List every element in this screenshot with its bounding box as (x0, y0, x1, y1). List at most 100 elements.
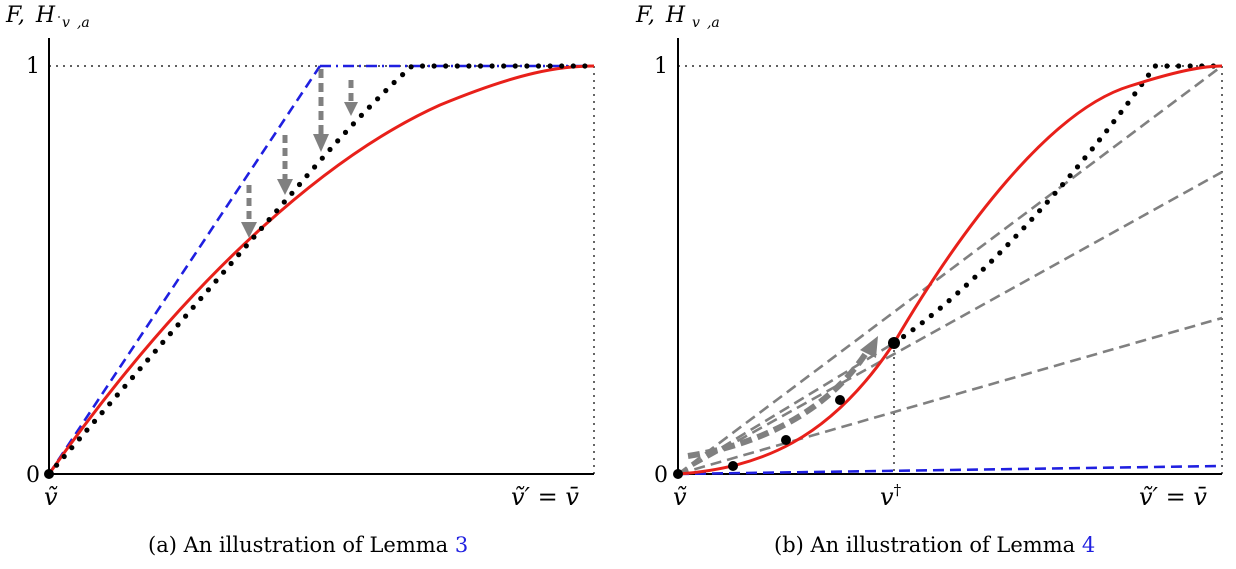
curve-dot (1176, 63, 1182, 69)
curve-dot (419, 63, 426, 69)
curve-dot (901, 333, 907, 340)
curve-dot (84, 427, 90, 433)
curve-dot (501, 63, 507, 69)
curve-dot (69, 445, 75, 451)
panel-b: F, H v ,a 1 0 (635, 3, 1223, 557)
curve-dot (980, 266, 986, 272)
curve-dot (1118, 109, 1124, 115)
curve-dot (1152, 63, 1158, 69)
curve-points-b (673, 337, 900, 479)
panel-a: F, H v ,a 1 0 (5, 3, 595, 557)
curve-dot (512, 63, 518, 69)
curve-dot (1021, 225, 1027, 231)
curve-dot (289, 190, 295, 196)
curve-dot (477, 63, 484, 69)
curve-dot (205, 287, 211, 293)
curve-dot (137, 366, 143, 372)
curve-dot (1187, 63, 1193, 69)
tick-zero-b: 0 (654, 463, 668, 488)
curve-dot (122, 383, 128, 389)
curve-dot (228, 260, 234, 267)
curve-dot (570, 63, 576, 69)
gray-arrow (277, 135, 293, 195)
curve-dot (383, 88, 389, 94)
curve-dot (391, 79, 397, 86)
gray-arrows-a (241, 69, 358, 238)
curve-dot (989, 258, 995, 264)
curve-dot (61, 453, 67, 460)
curve-dot (167, 331, 173, 337)
gray-arrow (241, 185, 257, 238)
curve-dot (358, 112, 364, 118)
blue-dashed-line-b (677, 464, 1223, 476)
curve-dot (1013, 233, 1019, 239)
curve-dot (76, 436, 82, 442)
curve-dot (342, 129, 349, 135)
red-curve-b (677, 64, 1223, 476)
curve-dot (145, 357, 151, 363)
curve-dot (243, 243, 249, 249)
curve-dot (375, 96, 381, 102)
curve-dot (972, 274, 978, 280)
curve-dot (443, 63, 449, 69)
gray-arrow (344, 80, 358, 116)
curve-dot (489, 63, 495, 69)
tick-zero-a: 0 (26, 463, 40, 488)
curve-dot (1164, 63, 1170, 69)
curve-dot (1132, 91, 1138, 97)
curve-dot (910, 327, 916, 333)
curve-dot (454, 63, 460, 69)
curve-dot (281, 199, 287, 205)
x-mid-label-b: v† (880, 481, 902, 511)
curve-point (781, 435, 791, 445)
curve-dot (107, 401, 113, 407)
origin-dot-a (44, 469, 54, 479)
lemma-ref-3[interactable]: 3 (455, 533, 468, 557)
curve-dot (1145, 72, 1152, 78)
curve-dot (335, 138, 341, 144)
ylabel-b: F, H v ,a (635, 3, 720, 33)
x-start-label-b: ṽ (673, 483, 687, 511)
curve-dot (1125, 100, 1131, 106)
curve-dot (408, 64, 414, 70)
curve-dot (91, 418, 98, 424)
dotted-curve-a (46, 63, 588, 477)
curve-dot (236, 252, 242, 258)
curve-dot (1005, 242, 1011, 248)
curve-dot (1074, 164, 1081, 170)
caption-b: (b) An illustration of Lemma 4 (774, 533, 1095, 557)
curve-point (728, 461, 738, 471)
curve-dot (327, 146, 333, 153)
curve-dot (582, 63, 588, 69)
curve-dot (1044, 199, 1050, 205)
gray-dashed-line (677, 64, 1223, 476)
gray-arrow (313, 69, 329, 152)
curve-dot (1037, 208, 1043, 214)
curve-dot (524, 63, 530, 69)
curve-point (835, 395, 845, 405)
curve-dot (1096, 137, 1103, 143)
curve-point (673, 469, 683, 479)
lemma-ref-4[interactable]: 4 (1082, 533, 1095, 557)
curve-dot (946, 298, 952, 304)
curve-dot (129, 374, 136, 381)
tick-one-a: 1 (26, 54, 40, 79)
x-start-label-a: ṽ (44, 483, 58, 511)
curve-dot (547, 63, 553, 69)
ylabel-a: F, H v ,a (5, 3, 90, 33)
gray-dashed-line (677, 316, 1223, 476)
x-end-label-b: ṽ′ = v̄ (1139, 483, 1207, 511)
curve-dot (1052, 190, 1058, 196)
curve-dot (198, 295, 204, 302)
curve-dot (54, 462, 60, 468)
curve-dot (559, 63, 565, 69)
curve-dot (997, 250, 1003, 256)
curve-dot (183, 313, 189, 319)
curve-dot (955, 290, 961, 296)
curve-dot (431, 63, 437, 69)
red-curve-a (47, 64, 595, 475)
curve-dot (1089, 146, 1095, 152)
curve-dot (152, 348, 158, 354)
curve-dot (304, 173, 310, 179)
